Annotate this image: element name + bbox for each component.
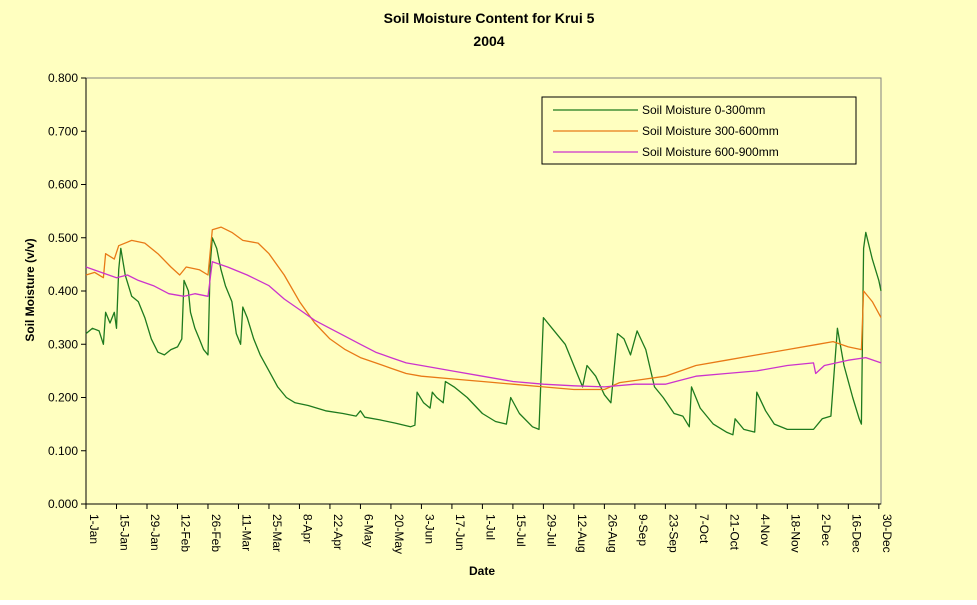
x-tick-label: 26-Aug xyxy=(605,514,619,553)
x-tick-label: 22-Apr xyxy=(331,514,345,550)
y-tick-label: 0.700 xyxy=(48,124,78,138)
chart-title: Soil Moisture Content for Krui 5 xyxy=(384,10,595,26)
x-tick-label: 21-Oct xyxy=(727,514,741,551)
y-axis-title: Soil Moisture (v/v) xyxy=(23,238,37,341)
x-tick-label: 25-Mar xyxy=(270,514,284,552)
legend-label: Soil Moisture 600-900mm xyxy=(642,145,779,159)
x-tick-label: 18-Nov xyxy=(788,514,802,553)
y-tick-label: 0.500 xyxy=(48,231,78,245)
x-tick-label: 8-Apr xyxy=(300,514,314,543)
x-tick-label: 26-Feb xyxy=(209,514,223,552)
y-tick-label: 0.800 xyxy=(48,71,78,85)
x-tick-label: 1-Jul xyxy=(483,514,497,540)
x-tick-label: 12-Aug xyxy=(575,514,589,553)
series-line-2 xyxy=(85,226,882,391)
x-tick-label: 2-Dec xyxy=(819,514,833,546)
x-tick-label: 15-Jul xyxy=(514,514,528,547)
x-tick-label: 15-Jan xyxy=(117,514,131,551)
x-tick-label: 6-May xyxy=(361,514,375,547)
x-tick-label: 29-Jan xyxy=(148,514,162,551)
x-tick-label: 4-Nov xyxy=(758,514,772,546)
series-line-3 xyxy=(85,261,882,388)
x-tick-label: 16-Dec xyxy=(849,514,863,553)
x-tick-label: 7-Oct xyxy=(697,514,711,544)
x-tick-label: 11-Mar xyxy=(239,514,253,551)
x-tick-label: 3-Jun xyxy=(422,514,436,544)
legend-label: Soil Moisture 0-300mm xyxy=(642,103,765,117)
legend-label: Soil Moisture 300-600mm xyxy=(642,124,779,138)
x-tick-label: 9-Sep xyxy=(636,514,650,546)
x-tick-label: 20-May xyxy=(392,514,406,554)
series-group xyxy=(85,226,882,436)
chart-subtitle: 2004 xyxy=(473,33,504,49)
y-tick-label: 0.100 xyxy=(48,444,78,458)
x-tick-label: 30-Dec xyxy=(880,514,894,553)
x-tick-label: 23-Sep xyxy=(666,514,680,553)
x-tick-label: 17-Jun xyxy=(453,514,467,551)
y-tick-label: 0.300 xyxy=(48,337,78,351)
legend: Soil Moisture 0-300mm Soil Moisture 300-… xyxy=(541,96,857,165)
x-tick-label: 29-Jul xyxy=(544,514,558,547)
y-tick-label: 0.600 xyxy=(48,178,78,192)
x-tick-label: 12-Feb xyxy=(178,514,192,552)
x-tick-label: 1-Jan xyxy=(87,514,101,544)
y-tick-label: 0.400 xyxy=(48,284,78,298)
y-tick-label: 0.000 xyxy=(48,497,78,511)
axes-group: 0.000 0.100 0.200 0.300 0.400 0.500 0.600 0.700… xyxy=(48,71,894,554)
series-line-1 xyxy=(85,231,882,436)
x-axis-title: Date xyxy=(469,564,495,578)
y-tick-label: 0.200 xyxy=(48,391,78,405)
